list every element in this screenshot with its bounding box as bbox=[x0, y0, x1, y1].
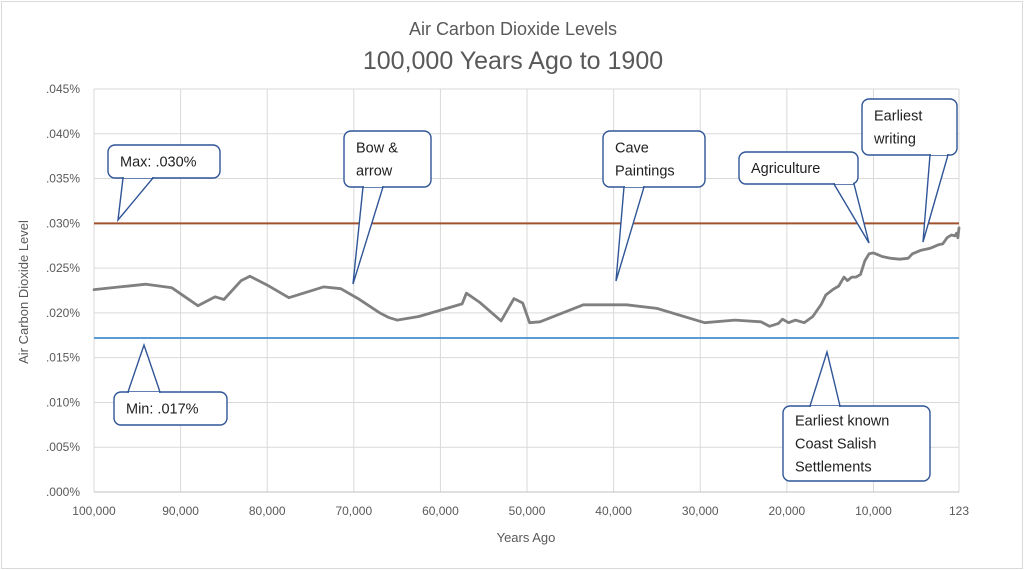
chart-title: Air Carbon Dioxide Levels bbox=[409, 19, 617, 39]
callout-min: Min: .017% bbox=[113, 342, 228, 426]
x-axis-title: Years Ago bbox=[497, 530, 556, 545]
y-tick-label: .040% bbox=[46, 127, 80, 141]
callout-text: Coast Salish bbox=[795, 437, 876, 453]
reference-lines bbox=[94, 222, 959, 339]
callout-max: Max: .030% bbox=[107, 144, 221, 223]
y-tick-label: .015% bbox=[46, 351, 80, 365]
y-tick-label: .010% bbox=[46, 395, 80, 409]
callout-box bbox=[343, 130, 432, 188]
y-tick-label: .025% bbox=[46, 261, 80, 275]
co2-series-line bbox=[92, 226, 961, 328]
callouts: Max: .030% Min: .017% Bow & arrow Cave Painti… bbox=[107, 98, 958, 482]
x-tick-label: 100,000 bbox=[72, 504, 116, 518]
callout-agriculture: Agriculture bbox=[738, 151, 870, 244]
y-tick-label: .020% bbox=[46, 306, 80, 320]
x-tick-label: 80,000 bbox=[249, 504, 286, 518]
x-tick-label: 60,000 bbox=[422, 504, 459, 518]
callout-text: Paintings bbox=[615, 164, 675, 180]
callout-text: Earliest bbox=[874, 109, 922, 125]
y-tick-labels: .000% .005% .010% .015% .020% .025% .030% .035%… bbox=[46, 82, 80, 499]
callout-earliest-writing: Earliest writing bbox=[861, 98, 958, 243]
callout-text: Max: .030% bbox=[120, 155, 197, 171]
callout-tail bbox=[615, 186, 645, 282]
y-axis-title: Air Carbon Dioxide Level bbox=[16, 220, 31, 364]
x-tick-label: 40,000 bbox=[595, 504, 632, 518]
callout-text: arrow bbox=[356, 164, 393, 180]
series-layer bbox=[92, 226, 961, 328]
callout-text: Earliest known bbox=[795, 414, 889, 430]
y-tick-label: .005% bbox=[46, 440, 80, 454]
callout-tail bbox=[352, 186, 384, 285]
y-tick-label: .000% bbox=[46, 485, 80, 499]
y-tick-label: .030% bbox=[46, 216, 80, 230]
callout-tail bbox=[127, 342, 161, 393]
callout-box bbox=[113, 391, 228, 426]
callout-tail bbox=[809, 349, 841, 407]
callout-box bbox=[861, 98, 958, 156]
callout-box bbox=[738, 151, 859, 185]
callout-box bbox=[602, 130, 706, 188]
y-tick-label: .045% bbox=[46, 82, 80, 96]
callout-text: Agriculture bbox=[751, 161, 820, 177]
callout-text: writing bbox=[873, 132, 916, 148]
callout-box bbox=[107, 144, 221, 179]
callout-tail bbox=[832, 183, 870, 244]
x-tick-label: 70,000 bbox=[335, 504, 372, 518]
callout-cave-paintings: Cave Paintings bbox=[602, 130, 706, 282]
x-tick-label: 30,000 bbox=[682, 504, 719, 518]
x-tick-labels: 100,000 90,000 80,000 70,000 60,000 50,000 40,… bbox=[72, 504, 969, 518]
x-tick-label: 90,000 bbox=[162, 504, 199, 518]
callout-tail bbox=[922, 154, 949, 243]
callout-text: Settlements bbox=[795, 460, 872, 476]
callout-bow-arrow: Bow & arrow bbox=[343, 130, 432, 285]
callout-text: Bow & bbox=[356, 141, 398, 157]
x-tick-label: 123 bbox=[949, 504, 969, 518]
x-tick-label: 20,000 bbox=[769, 504, 806, 518]
x-tick-label: 10,000 bbox=[855, 504, 892, 518]
callout-text: Min: .017% bbox=[126, 402, 199, 418]
x-tick-label: 50,000 bbox=[509, 504, 546, 518]
callout-tail bbox=[117, 177, 155, 223]
callout-text: Cave bbox=[615, 141, 649, 157]
y-tick-label: .035% bbox=[46, 172, 80, 186]
callout-coast-salish: Earliest known Coast Salish Settlements bbox=[782, 349, 931, 482]
chart-subtitle: 100,000 Years Ago to 1900 bbox=[363, 47, 663, 75]
callout-box bbox=[782, 405, 931, 482]
